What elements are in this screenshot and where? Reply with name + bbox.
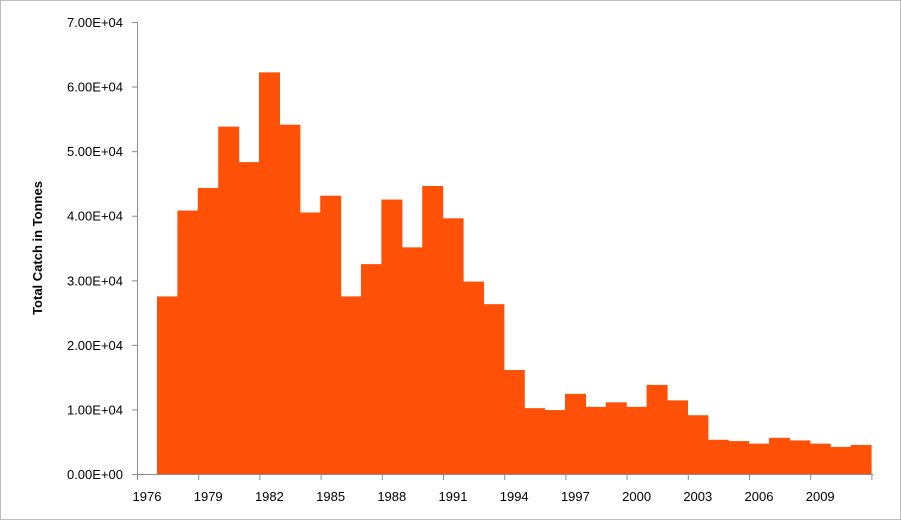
axes-group: 0.00E+00 1.00E+04 2.00E+04 3.00E+04 4.00E+04… [67,15,873,504]
bar-1981 [259,72,280,475]
bar-2000 [646,384,668,474]
x-tick-label: 2009 [806,489,835,504]
x-tick-label: 2000 [622,489,651,504]
y-tick-label: 4.00E+04 [67,209,123,224]
x-tick-label: 2003 [683,489,712,504]
bar-1997 [585,406,607,474]
bar-1993 [503,370,525,474]
x-tick-label: 1988 [377,489,406,504]
bar-1989 [422,186,444,474]
y-ticks-group: 0.00E+00 1.00E+04 2.00E+04 3.00E+04 4.00E+04… [67,15,137,482]
bar-2010 [850,444,872,474]
bar-1987 [381,199,403,474]
y-tick-label: 7.00E+04 [67,15,123,30]
y-tick-label: 2.00E+04 [67,338,123,353]
x-tick-label: 1979 [194,489,223,504]
bar-2003 [707,439,729,474]
bar-1988 [401,247,423,474]
y-tick-label: 5.00E+04 [67,144,123,159]
bar-2006 [769,437,790,474]
x-tick-label: 1997 [561,489,590,504]
bar-1986 [361,264,382,474]
x-ticks-group: 1976 1979 1982 1985 1988 1991 1994 1997 2000 2003… [133,474,873,504]
bar-1978 [197,187,219,474]
bar-2008 [809,443,831,474]
bar-1995 [544,410,566,474]
bar-1999 [626,406,648,474]
y-axis-title: Total Catch in Tonnes [30,181,45,315]
bar-1985 [340,296,362,474]
bar-1982 [279,124,301,475]
x-tick-label: 1991 [439,489,468,504]
y-tick-label: 3.00E+04 [67,273,123,288]
bar-2009 [830,446,852,474]
x-tick-label: 1982 [255,489,284,504]
bar-1992 [483,304,505,474]
bar-2007 [789,440,811,474]
bar-1984 [320,195,342,474]
bar-1991 [463,281,484,474]
bar-1976 [157,296,178,474]
bar-2004 [728,441,750,474]
x-tick-label: 1985 [316,489,345,504]
bar-1990 [442,218,464,474]
bar-1994 [524,408,546,474]
y-tick-label: 6.00E+04 [67,80,123,95]
bar-1977 [177,210,199,475]
bar-2002 [687,415,709,474]
x-tick-label: 2006 [745,489,774,504]
bar-2005 [748,443,770,474]
x-tick-label: 1994 [500,489,529,504]
bar-1996 [565,393,586,474]
bar-1980 [238,162,260,474]
bar-2001 [667,400,688,474]
x-tick-label: 1976 [133,489,162,504]
y-tick-label: 1.00E+04 [67,402,123,417]
bar-1998 [605,402,627,474]
bar-1979 [218,126,240,475]
bars-group [157,72,872,475]
y-tick-label: 0.00E+00 [67,467,123,482]
bar-1983 [299,212,321,475]
